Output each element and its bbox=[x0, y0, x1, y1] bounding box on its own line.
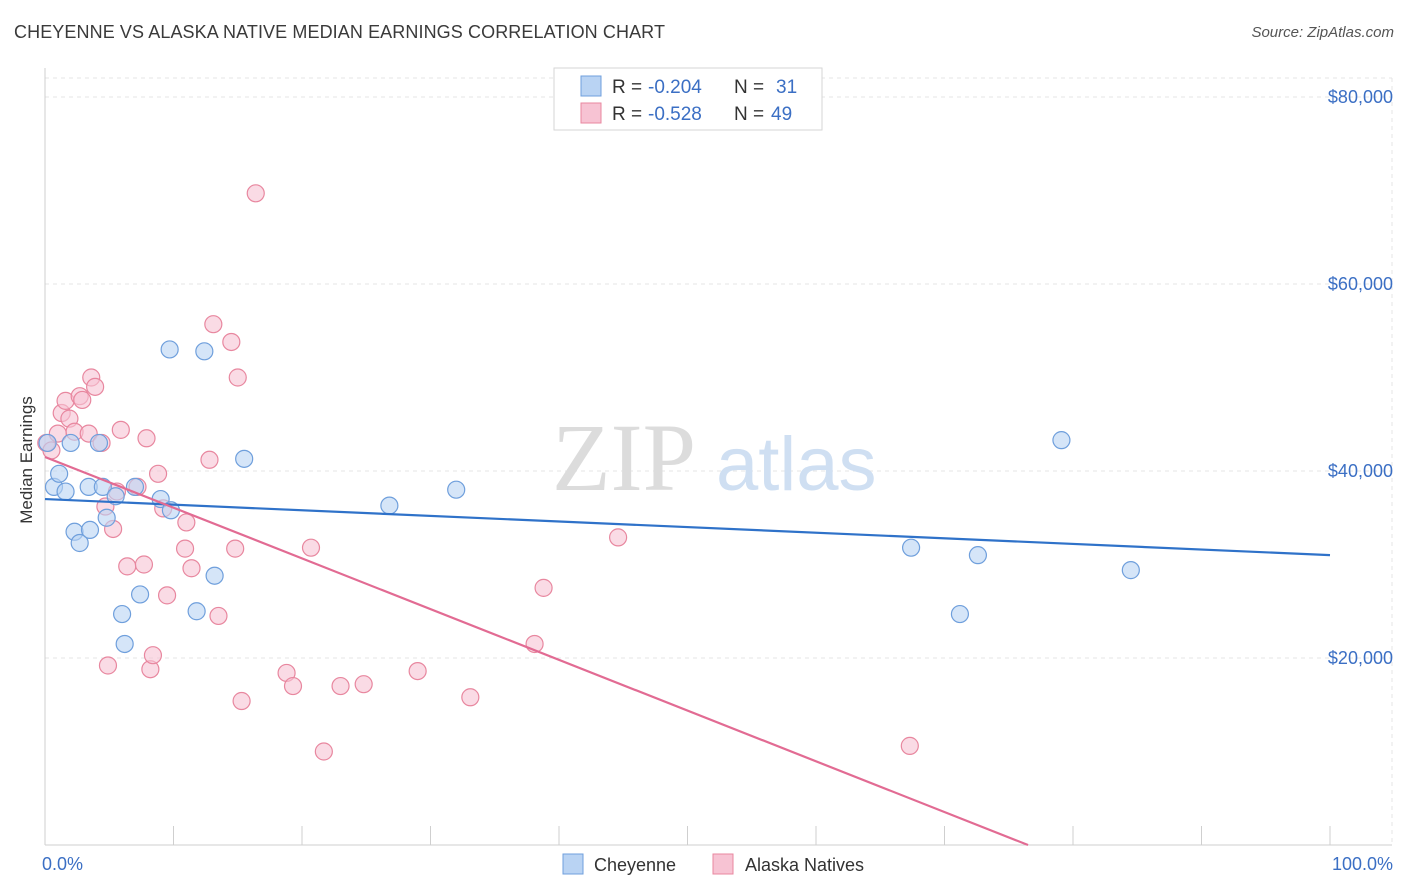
cheyenne-point-2 bbox=[50, 464, 69, 483]
alaska-point-48 bbox=[609, 528, 628, 547]
alaska-point-49 bbox=[900, 736, 919, 755]
stats-legend: R = -0.204 N = 31 R = -0.528 N = 49 bbox=[553, 67, 823, 131]
x-tick-labels: 0.0% 100.0% bbox=[42, 854, 1393, 874]
cheyenne-point-21 bbox=[195, 342, 214, 361]
alaska-point-21 bbox=[137, 429, 156, 448]
watermark-atlas: atlas bbox=[716, 422, 877, 507]
legend-swatch-alaska bbox=[580, 102, 602, 124]
cheyenne-point-9 bbox=[89, 433, 109, 453]
alaska-point-36 bbox=[232, 691, 251, 711]
alaska-point-26 bbox=[157, 586, 177, 605]
alaska-point-33 bbox=[222, 332, 241, 352]
legend-r-label-2: R = bbox=[612, 104, 642, 125]
cheyenne-point-4 bbox=[61, 433, 80, 453]
alaska-point-31 bbox=[204, 315, 223, 334]
legend-n-label-2: N = bbox=[734, 104, 764, 125]
y-tick-label-3: $80,000 bbox=[1328, 87, 1393, 107]
alaska-point-11 bbox=[86, 377, 105, 396]
cheyenne-point-23 bbox=[235, 449, 254, 468]
cheyenne-point-26 bbox=[901, 538, 921, 557]
cheyenne-point-25 bbox=[447, 480, 466, 499]
alaska-point-40 bbox=[301, 538, 321, 557]
cheyenne-point-12 bbox=[106, 487, 125, 506]
cheyenne-points bbox=[38, 340, 1140, 654]
y-axis-title: Median Earnings bbox=[17, 396, 36, 524]
cheyenne-point-6 bbox=[70, 533, 89, 553]
alaska-point-28 bbox=[177, 513, 196, 532]
cheyenne-point-20 bbox=[187, 602, 206, 621]
alaska-point-43 bbox=[354, 675, 373, 694]
cheyenne-point-29 bbox=[1052, 431, 1071, 450]
cheyenne-point-7 bbox=[80, 520, 100, 540]
alaska-point-32 bbox=[209, 606, 228, 626]
bottom-legend-swatch-cheyenne bbox=[562, 853, 584, 875]
trendline-alaska bbox=[44, 455, 1029, 847]
chart-title: CHEYENNE VS ALASKA NATIVE MEDIAN EARNING… bbox=[14, 22, 666, 42]
alaska-point-17 bbox=[111, 420, 130, 439]
alaska-point-35 bbox=[228, 368, 247, 387]
source-label: Source: ZipAtlas.com bbox=[1251, 24, 1394, 41]
cheyenne-point-16 bbox=[130, 585, 150, 604]
alaska-point-20 bbox=[134, 555, 154, 574]
alaska-point-23 bbox=[143, 646, 163, 665]
legend-r-value-1: -0.204 bbox=[648, 77, 702, 98]
cheyenne-point-28 bbox=[968, 546, 988, 565]
legend-n-label-1: N = bbox=[734, 77, 764, 98]
alaska-point-42 bbox=[331, 676, 350, 696]
alaska-point-18 bbox=[118, 557, 137, 576]
alaska-point-44 bbox=[408, 661, 427, 681]
alaska-point-27 bbox=[175, 539, 195, 558]
cheyenne-point-3 bbox=[56, 482, 75, 501]
alaska-point-47 bbox=[534, 578, 553, 597]
cheyenne-point-30 bbox=[1121, 561, 1140, 580]
alaska-point-24 bbox=[148, 464, 168, 483]
cheyenne-point-22 bbox=[205, 566, 224, 585]
y-tick-label-2: $60,000 bbox=[1328, 274, 1393, 294]
cheyenne-point-19 bbox=[160, 340, 179, 359]
x-tick-label-0: 0.0% bbox=[42, 854, 83, 874]
alaska-point-37 bbox=[246, 184, 265, 203]
y-tick-labels: $20,000 $40,000 $60,000 $80,000 bbox=[1328, 87, 1393, 668]
alaska-point-29 bbox=[182, 559, 201, 578]
trendline-cheyenne bbox=[44, 497, 1331, 557]
alaska-point-34 bbox=[226, 539, 245, 558]
y-tick-label-0: $20,000 bbox=[1328, 648, 1393, 668]
legend-r-value-2: -0.528 bbox=[648, 104, 702, 125]
cheyenne-point-27 bbox=[950, 604, 970, 624]
bottom-legend-swatch-alaska bbox=[712, 853, 734, 875]
cheyenne-point-13 bbox=[112, 604, 132, 624]
bottom-legend-label-cheyenne: Cheyenne bbox=[594, 855, 676, 875]
legend-r-label-1: R = bbox=[612, 77, 642, 98]
watermark-zip: ZIP bbox=[552, 404, 696, 511]
bottom-legend-label-alaska: Alaska Natives bbox=[745, 855, 864, 875]
alaska-point-41 bbox=[314, 742, 333, 761]
alaska-point-30 bbox=[200, 450, 219, 469]
legend-swatch-cheyenne bbox=[580, 75, 602, 97]
cheyenne-point-14 bbox=[115, 634, 134, 654]
cheyenne-point-0 bbox=[38, 433, 57, 453]
x-tick-label-1: 100.0% bbox=[1332, 854, 1393, 874]
legend-n-value-1: 31 bbox=[776, 77, 797, 98]
y-tick-label-1: $40,000 bbox=[1328, 461, 1393, 481]
alaska-point-45 bbox=[461, 688, 480, 707]
alaska-point-14 bbox=[98, 656, 118, 675]
trend-lines bbox=[44, 455, 1331, 847]
alaska-point-8 bbox=[73, 390, 92, 410]
alaska-point-39 bbox=[283, 676, 303, 696]
legend-n-value-2: 49 bbox=[771, 104, 792, 125]
cheyenne-point-11 bbox=[97, 508, 116, 527]
series-legend: Cheyenne Alaska Natives bbox=[562, 853, 864, 875]
cheyenne-point-24 bbox=[380, 496, 399, 515]
